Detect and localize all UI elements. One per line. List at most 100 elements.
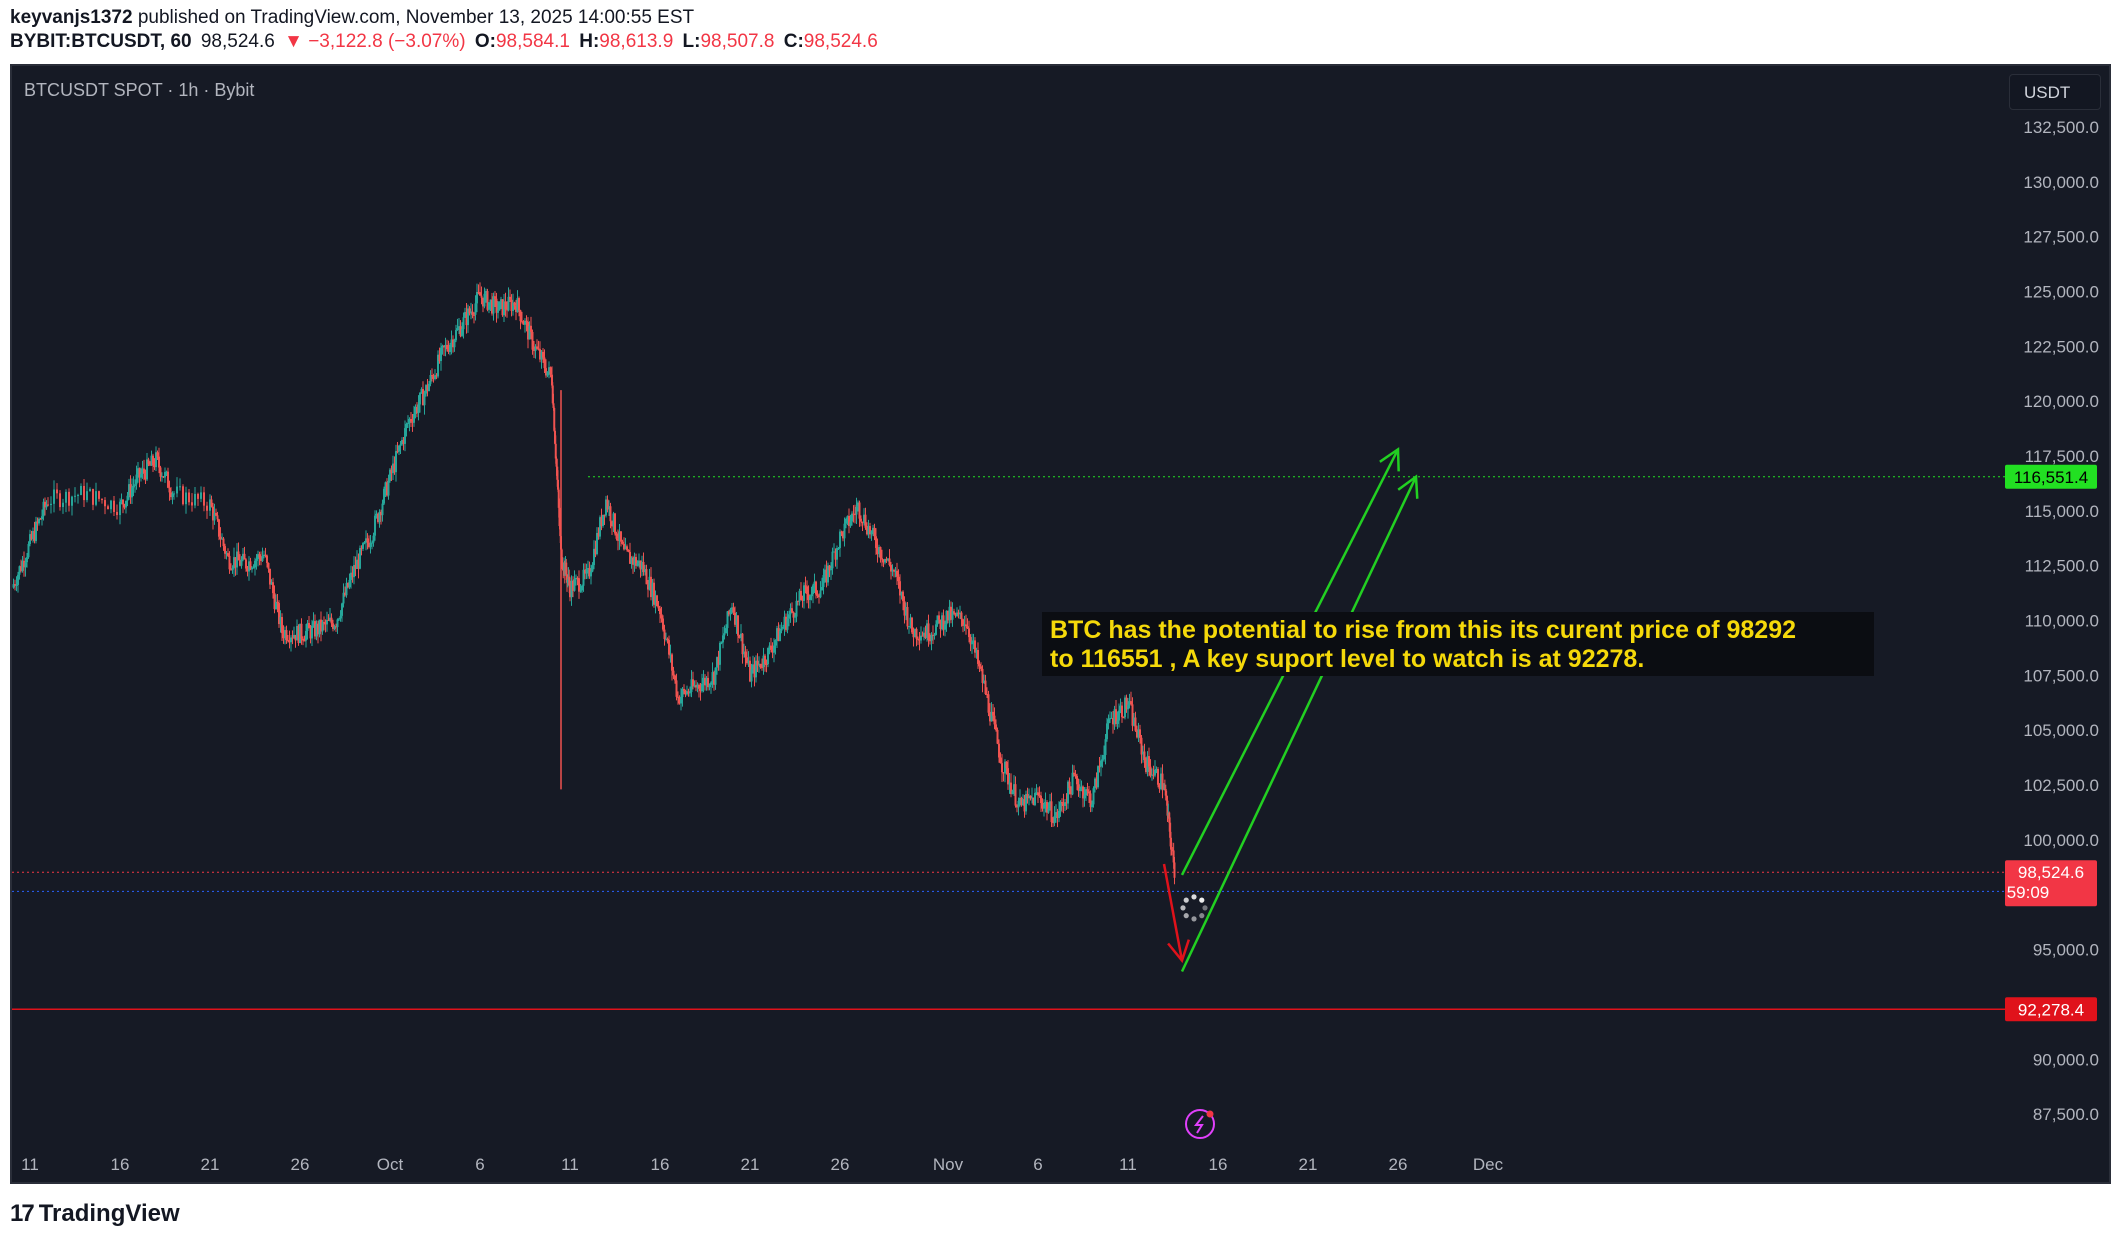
candle-body [872, 527, 874, 532]
candle-body [933, 634, 936, 636]
currency-button[interactable]: USDT [2009, 74, 2101, 110]
candle-body [791, 608, 793, 613]
candle-body [362, 543, 364, 549]
candle-body [647, 584, 649, 590]
candle-body [568, 576, 571, 586]
candle-body [341, 603, 343, 616]
candle-body [911, 617, 913, 633]
candle-body [1154, 769, 1156, 776]
candle-body [689, 692, 691, 694]
tradingview-brand[interactable]: TradingView [38, 1200, 180, 1227]
candle-body [656, 595, 658, 607]
candle-body [386, 482, 388, 496]
symbol-legend[interactable]: BTCUSDT SPOT · 1h · Bybit [24, 80, 255, 100]
candle-body [590, 571, 592, 577]
candle-body [431, 375, 433, 377]
candle-body [675, 680, 678, 697]
candle-body [294, 634, 297, 641]
loading-dot [1191, 916, 1197, 922]
candle-body [557, 489, 560, 508]
candle-body [179, 486, 181, 488]
candle-body [738, 635, 741, 638]
candle-body [287, 640, 289, 642]
candle-body [578, 578, 580, 592]
candle-body [1016, 805, 1018, 808]
candle-body [809, 596, 811, 600]
x-tick-label: 6 [1033, 1155, 1042, 1174]
candle-body [1133, 717, 1135, 726]
candle-body [566, 574, 568, 583]
chart-pane[interactable]: 132,500.0 130,000.0 127,500.0 125,000.0 122,… [10, 64, 2111, 1184]
candle-body [381, 503, 384, 516]
candle-body [342, 592, 345, 604]
candle-body [837, 548, 840, 550]
candle-body [471, 311, 474, 315]
candle-body [221, 538, 223, 540]
candle-body [620, 531, 622, 542]
y-tick-label: 90,000.0 [2033, 1050, 2099, 1069]
candle-body [59, 493, 61, 508]
candle-body [374, 515, 376, 536]
candle-body [596, 532, 598, 555]
candle-body [776, 628, 778, 641]
candle-body [956, 612, 958, 616]
candle-body [677, 696, 679, 698]
candle-body [942, 615, 945, 630]
candle-body [783, 616, 786, 627]
candle-body [329, 617, 331, 621]
candle-body [773, 645, 775, 653]
candle-body [645, 569, 648, 585]
price-chart[interactable]: 132,500.0 130,000.0 127,500.0 125,000.0 122,… [12, 66, 2109, 1182]
candle-body [161, 476, 163, 478]
candle-body [369, 543, 372, 547]
author-name[interactable]: keyvanjs1372 [10, 7, 133, 28]
candle-body [459, 326, 462, 336]
candle-body [1052, 822, 1054, 824]
candle-body [846, 515, 849, 519]
candle-body [761, 667, 763, 669]
candle-body [713, 672, 715, 685]
price-change: ▼ −3,122.8 (−3.07%) [284, 31, 466, 52]
candle-body [1148, 756, 1150, 767]
candle-body [1019, 797, 1021, 801]
candle-body [812, 585, 814, 595]
candle-body [348, 579, 351, 588]
candle-body [1071, 772, 1074, 795]
candle-body [983, 680, 985, 683]
candle-body [470, 311, 472, 314]
loading-dot [1191, 894, 1197, 900]
candle-body [654, 595, 657, 605]
y-tick-label: 110,000.0 [2025, 612, 2099, 631]
candle-body [435, 375, 438, 377]
candle-body [795, 600, 798, 617]
candle-body [966, 626, 969, 629]
candle-body [633, 557, 636, 565]
candle-body [888, 558, 891, 566]
candle-body [903, 601, 906, 616]
tradingview-logo-icon[interactable]: 17 [10, 1200, 35, 1227]
candle-body [449, 344, 451, 352]
candle-body [1091, 804, 1093, 808]
candle-body [663, 629, 666, 640]
publish-details: published on TradingView.com, November 1… [132, 7, 695, 28]
candle-body [546, 371, 549, 376]
candle-body [896, 570, 898, 577]
candle-body [443, 345, 445, 348]
text-annotation[interactable]: BTC has the potential to rise from this … [1042, 612, 1874, 676]
candle-body [1022, 799, 1024, 806]
candle-body [143, 468, 145, 474]
candle-body [339, 615, 342, 619]
candle-body [731, 607, 733, 610]
candle-body [444, 344, 447, 348]
candle-body [45, 504, 48, 508]
candle-body [314, 621, 316, 637]
candle-body [897, 576, 900, 582]
candle-body [984, 680, 987, 694]
bar-countdown: 59:09 [2007, 883, 2050, 902]
candle-body [929, 640, 931, 642]
y-tick-label: 122,500.0 [2023, 337, 2099, 356]
candle-body [144, 473, 147, 480]
candle-body [359, 548, 361, 569]
candle-body [407, 422, 409, 424]
candle-body [149, 464, 151, 466]
